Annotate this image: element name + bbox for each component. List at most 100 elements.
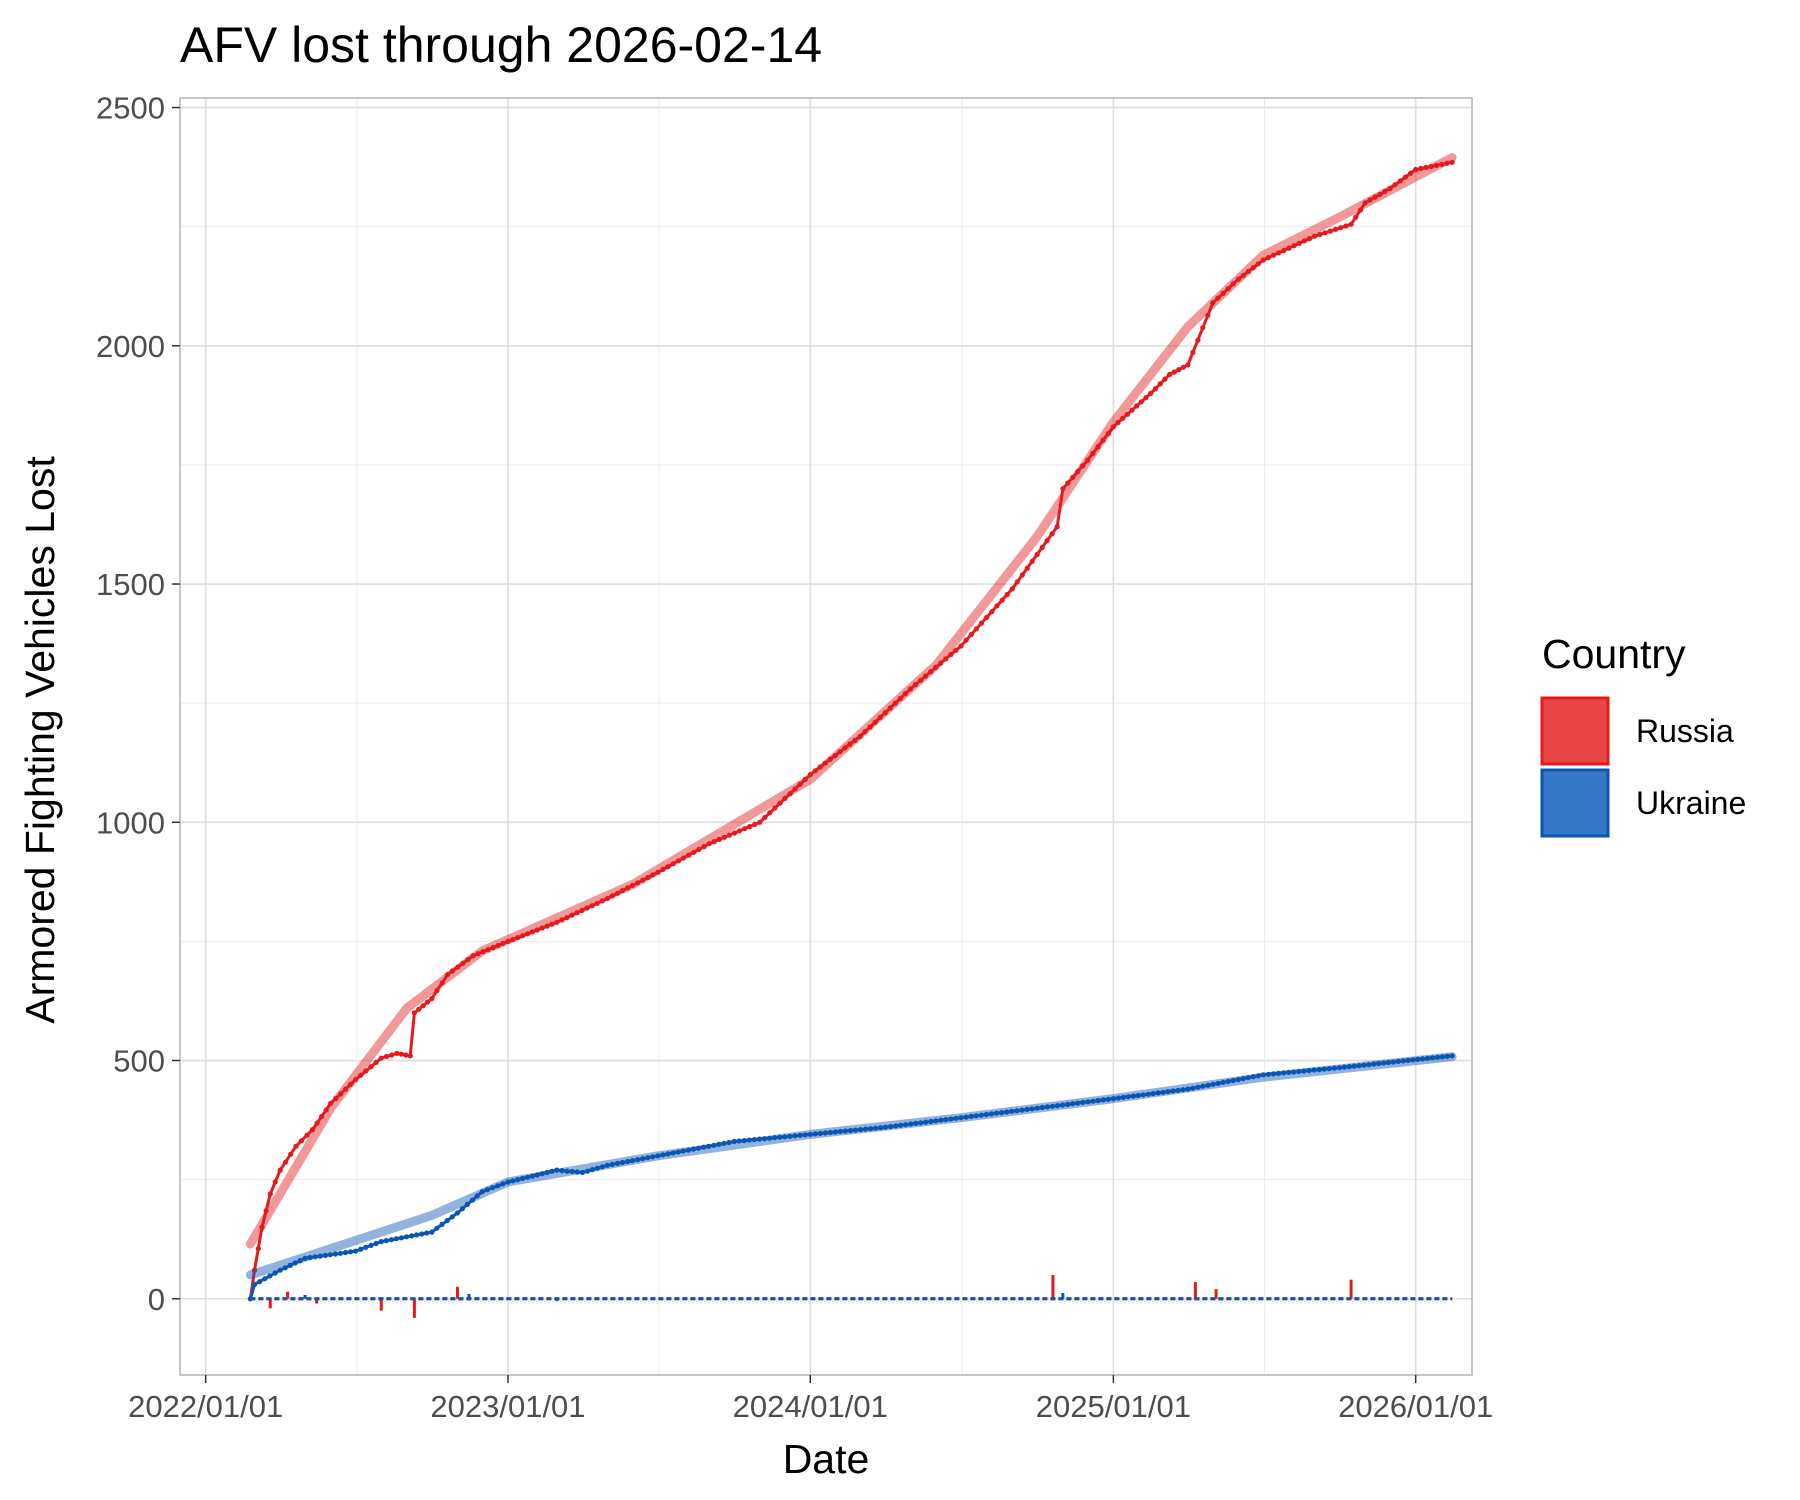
ukraine-point bbox=[534, 1172, 540, 1178]
russia-point bbox=[1176, 367, 1182, 373]
ukraine-point bbox=[650, 1154, 656, 1160]
legend-label-ukraine: Ukraine bbox=[1636, 785, 1746, 821]
russia-point bbox=[348, 1081, 354, 1087]
ukraine-point bbox=[777, 1134, 783, 1140]
russia-point bbox=[1353, 214, 1359, 220]
russia-point bbox=[298, 1138, 305, 1144]
panel-border bbox=[179, 97, 1473, 1376]
ukraine-point bbox=[842, 1128, 849, 1134]
russia-point bbox=[614, 890, 621, 896]
grid-lines bbox=[180, 98, 1472, 1375]
ukraine-point bbox=[332, 1251, 338, 1257]
russia-point bbox=[1255, 261, 1261, 267]
russia-point bbox=[1220, 290, 1226, 296]
x-axis-title: Date bbox=[783, 1436, 870, 1482]
russia-point bbox=[373, 1059, 379, 1065]
russia-point bbox=[1205, 312, 1211, 318]
russia-point bbox=[1014, 579, 1020, 585]
russia-point bbox=[1296, 240, 1302, 246]
russia-point bbox=[938, 660, 944, 666]
ukraine-point bbox=[1250, 1074, 1256, 1080]
russia-point bbox=[470, 953, 476, 959]
ukraine-point bbox=[398, 1235, 405, 1241]
russia-point bbox=[847, 741, 853, 747]
ukraine-point bbox=[262, 1276, 268, 1282]
ukraine-point bbox=[1049, 1103, 1055, 1109]
ukraine-point bbox=[1240, 1076, 1246, 1082]
russia-point bbox=[1024, 565, 1030, 571]
russia-point bbox=[1281, 247, 1287, 254]
ukraine-point bbox=[373, 1240, 379, 1247]
y-tick-label: 2000 bbox=[96, 329, 165, 364]
russia-point bbox=[293, 1143, 299, 1149]
russia-point bbox=[1387, 185, 1393, 192]
russia-point bbox=[1402, 174, 1408, 180]
russia-point bbox=[309, 1127, 316, 1133]
ukraine-point bbox=[1306, 1067, 1312, 1074]
ukraine-point bbox=[554, 1167, 560, 1173]
russia-point bbox=[251, 1267, 258, 1273]
russia-point bbox=[1433, 162, 1440, 168]
ukraine-point bbox=[903, 1122, 909, 1128]
russia-point bbox=[747, 824, 753, 830]
ukraine-point bbox=[1205, 1082, 1211, 1088]
russia-point bbox=[1260, 257, 1266, 263]
ukraine-point bbox=[625, 1158, 631, 1165]
russia-point bbox=[1095, 444, 1101, 450]
ukraine-point bbox=[1376, 1060, 1382, 1067]
russia-point bbox=[520, 933, 526, 939]
russia-point bbox=[1162, 376, 1168, 382]
russia-point bbox=[534, 927, 540, 933]
russia-point bbox=[539, 925, 545, 931]
x-tick-label: 2026/01/01 bbox=[1338, 1389, 1493, 1424]
russia-point bbox=[444, 972, 451, 978]
ukraine-point bbox=[958, 1115, 964, 1121]
russia-point bbox=[1327, 228, 1333, 234]
russia-point bbox=[363, 1068, 369, 1074]
russia-point bbox=[882, 710, 888, 716]
ukraine-point bbox=[292, 1260, 298, 1266]
russia-point bbox=[892, 700, 898, 706]
ukraine-point bbox=[695, 1145, 702, 1151]
russia-point bbox=[1449, 159, 1455, 165]
ukraine-point bbox=[1351, 1063, 1357, 1069]
russia-point bbox=[1322, 230, 1328, 236]
ukraine-point bbox=[1175, 1087, 1181, 1093]
russia-point bbox=[630, 882, 636, 889]
ukraine-point bbox=[1260, 1072, 1266, 1078]
russia-point bbox=[579, 907, 585, 914]
russia-point bbox=[1377, 191, 1383, 197]
russia-point bbox=[1215, 295, 1221, 301]
russia-point bbox=[978, 620, 985, 626]
ukraine-point bbox=[802, 1132, 808, 1138]
russia-point bbox=[255, 1246, 261, 1252]
russia-point bbox=[1291, 243, 1297, 249]
russia-point bbox=[1157, 381, 1163, 387]
ukraine-point bbox=[1390, 1059, 1396, 1065]
ukraine-point bbox=[297, 1258, 303, 1264]
ukraine-point bbox=[307, 1254, 313, 1261]
russia-point bbox=[1225, 286, 1231, 292]
series-layer bbox=[245, 153, 1457, 1318]
ukraine-point bbox=[510, 1178, 516, 1184]
ukraine-point bbox=[716, 1141, 722, 1147]
ukraine-point bbox=[1281, 1070, 1287, 1076]
ukraine-point bbox=[938, 1117, 944, 1123]
ukraine-point bbox=[1230, 1077, 1236, 1084]
ukraine-point bbox=[1125, 1094, 1131, 1100]
ukraine-point bbox=[978, 1112, 984, 1118]
russia-point bbox=[1090, 450, 1096, 457]
russia-point bbox=[569, 912, 575, 918]
russia-point bbox=[609, 893, 616, 899]
russia-point bbox=[544, 923, 550, 929]
russia-point bbox=[510, 936, 516, 943]
ukraine-point bbox=[1095, 1097, 1101, 1104]
ukraine-point bbox=[640, 1156, 646, 1162]
ukraine-point bbox=[1296, 1068, 1302, 1075]
ukraine-point bbox=[1024, 1106, 1030, 1112]
ukraine-point bbox=[1014, 1108, 1020, 1114]
ukraine-point bbox=[1060, 1102, 1066, 1108]
russia-point bbox=[368, 1064, 374, 1070]
ukraine-point bbox=[847, 1128, 854, 1134]
